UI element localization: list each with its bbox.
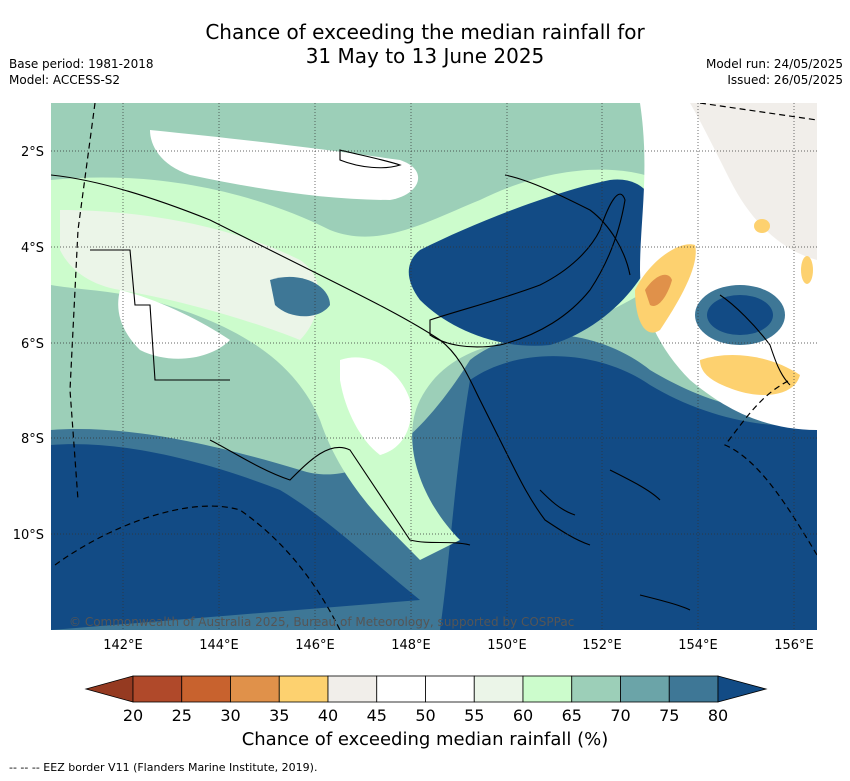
title-line-2: 31 May to 13 June 2025	[305, 44, 545, 68]
colorbar-tick: 40	[318, 706, 338, 725]
lat-label: 6°S	[21, 337, 44, 352]
colorbar-tick: 80	[708, 706, 728, 725]
lat-label: 10°S	[13, 528, 44, 543]
lon-label: 144°E	[199, 638, 239, 653]
high-chance-zone-north	[408, 179, 658, 346]
colorbar-tick: 70	[610, 706, 630, 725]
latitude-labels: 2°S 4°S 6°S 8°S 10°S	[13, 145, 44, 543]
colorbar-swatch	[132, 675, 183, 703]
colorbar-swatch	[230, 675, 280, 703]
lon-label: 146°E	[295, 638, 335, 653]
colorbar-swatch	[425, 675, 475, 703]
base-period: Base period: 1981-2018	[9, 57, 154, 71]
title-line-1: Chance of exceeding the median rainfall …	[205, 20, 645, 44]
lat-label: 8°S	[21, 432, 44, 447]
lon-label: 148°E	[391, 638, 431, 653]
meta-right: Model run: 24/05/2025 Issued: 26/05/2025	[706, 56, 843, 88]
lat-label: 4°S	[21, 241, 44, 256]
colorbar-tick: 65	[562, 706, 582, 725]
colorbar-tick: 50	[415, 706, 435, 725]
colorbar-tick: 45	[367, 706, 387, 725]
colorbar-swatch	[571, 675, 621, 703]
colorbar-swatch	[181, 675, 231, 703]
colorbar-tick: 60	[513, 706, 533, 725]
colorbar-swatch	[278, 675, 329, 703]
colorbar-swatch	[668, 675, 719, 703]
lon-label: 154°E	[678, 638, 718, 653]
lon-label: 142°E	[103, 638, 143, 653]
meta-left: Base period: 1981-2018 Model: ACCESS-S2	[9, 56, 154, 88]
colorbar-tick: 20	[123, 706, 143, 725]
lon-label: 150°E	[487, 638, 527, 653]
colorbar-label: Chance of exceeding median rainfall (%)	[241, 729, 609, 750]
colorbar-tick: 35	[269, 706, 289, 725]
colorbar: 20 25 30 35 40 45 50 55 60 65 70 75 80	[84, 675, 768, 725]
lat-label: 2°S	[21, 145, 44, 160]
eez-border	[54, 103, 817, 630]
colorbar-swatch	[522, 675, 573, 703]
model-run: Model run: 24/05/2025	[705, 57, 843, 71]
copyright-text: © Commonwealth of Australia 2025, Bureau…	[69, 615, 574, 629]
map-area	[51, 103, 817, 630]
eez-legend: -- -- -- EEZ border V11 (Flanders Marine…	[9, 761, 318, 774]
colorbar-tick: 25	[172, 706, 192, 725]
colorbar-tick: 75	[659, 706, 679, 725]
colorbar-tick: 30	[220, 706, 240, 725]
colorbar-swatch	[620, 675, 670, 703]
colorbar-under-arrow	[84, 675, 134, 703]
colorbar-tick: 55	[464, 706, 484, 725]
colorbar-swatch	[473, 675, 524, 703]
gridlines	[51, 103, 817, 630]
longitude-labels: 142°E 144°E 146°E 148°E 150°E 152°E 154°…	[103, 638, 814, 653]
lon-label: 152°E	[582, 638, 622, 653]
colorbar-over-arrow	[717, 675, 768, 703]
issued-date: Issued: 26/05/2025	[727, 73, 843, 87]
colorbar-swatch	[376, 675, 426, 703]
lon-label: 156°E	[774, 638, 814, 653]
colorbar-swatch	[327, 675, 378, 703]
model-name: Model: ACCESS-S2	[9, 73, 121, 87]
